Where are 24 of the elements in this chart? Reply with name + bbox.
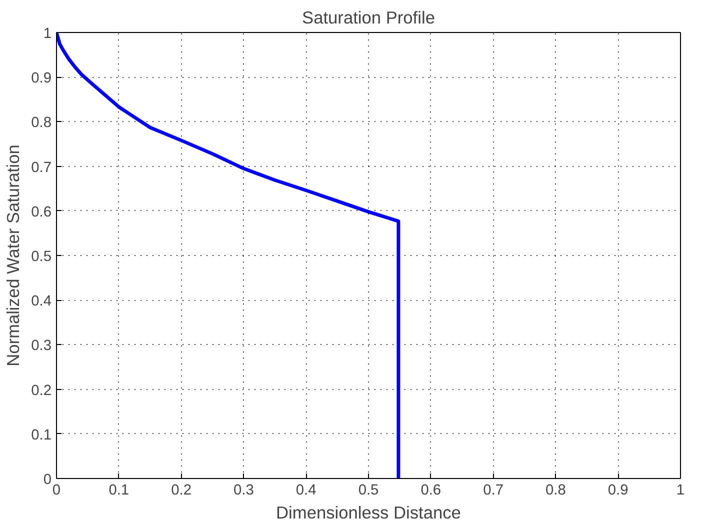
- chart-title: Saturation Profile: [302, 8, 435, 28]
- x-tick-label: 0.7: [483, 482, 504, 498]
- y-axis-title: Normalized Water Saturation: [3, 144, 24, 366]
- y-tick-label: 0.3: [31, 338, 52, 354]
- x-tick-label: 0.8: [546, 482, 566, 498]
- y-tick-label: 1: [43, 26, 52, 42]
- y-tick-label: 0.2: [31, 382, 52, 399]
- y-tick-label: 0: [43, 472, 52, 488]
- y-tick-label: 0.1: [31, 427, 52, 444]
- x-tick-label: 0.9: [608, 482, 628, 498]
- x-tick-label: 0.6: [420, 482, 442, 498]
- x-axis-title: Dimensionless Distance: [276, 502, 461, 522]
- x-tick-label: 0.5: [358, 482, 379, 498]
- x-tick-label: 1: [676, 482, 685, 498]
- x-tick-label: 0.3: [234, 482, 254, 498]
- x-tick-label: 0.1: [108, 482, 130, 498]
- y-tick-label: 0.5: [31, 249, 52, 265]
- y-tick-label: 0.4: [31, 294, 52, 310]
- x-tick-label: 0.4: [296, 482, 316, 498]
- y-tick-label: 0.8: [31, 115, 52, 132]
- y-tick-label: 0.7: [31, 160, 52, 176]
- y-tick-label: 0.9: [31, 70, 52, 87]
- y-tick-label: 0.6: [31, 204, 52, 220]
- x-tick-label: 0.2: [171, 482, 192, 498]
